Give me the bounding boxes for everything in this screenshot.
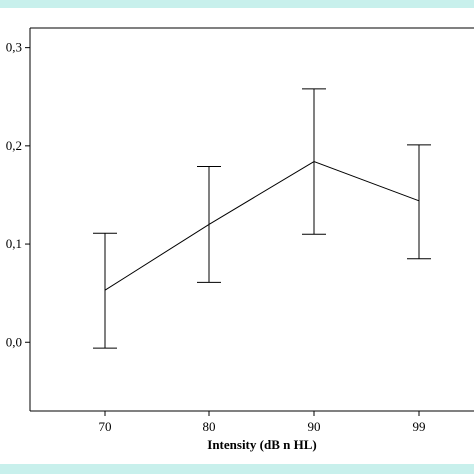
x-tick-label: 70 [99, 419, 112, 434]
y-tick-label: 0,2 [6, 138, 22, 153]
y-tick-label: 0,1 [6, 236, 22, 251]
x-axis-title: Intensity (dB n HL) [207, 437, 316, 452]
mean-line [104, 161, 420, 291]
x-tick-label: 99 [413, 419, 426, 434]
y-tick-label: 0,3 [6, 40, 22, 55]
x-tick-label: 90 [308, 419, 321, 434]
x-tick-label: 80 [203, 419, 216, 434]
y-tick-label: 0,0 [6, 334, 22, 349]
bottom-accent-band [0, 464, 474, 474]
top-accent-band [0, 0, 474, 8]
